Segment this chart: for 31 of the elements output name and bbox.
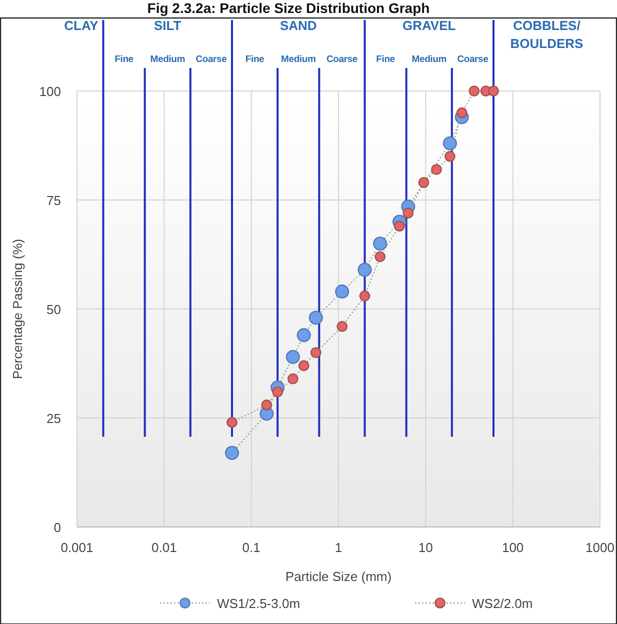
y-axis-title: Percentage Passing (%) bbox=[10, 238, 25, 380]
text: COBBLES/ BOULDERS bbox=[510, 18, 584, 51]
y-tick-label: 50 bbox=[46, 302, 61, 317]
x-tick-label: 1 bbox=[334, 540, 342, 555]
y-tick-label: 100 bbox=[39, 84, 61, 99]
text: Medium bbox=[281, 54, 316, 65]
legend-label: WS1/2.5-3.0m bbox=[217, 596, 300, 611]
text: SAND bbox=[280, 18, 317, 33]
text: Coarse bbox=[196, 54, 227, 65]
y-tick-label: 75 bbox=[46, 193, 61, 208]
x-tick-label: 1000 bbox=[586, 540, 614, 555]
text: Coarse bbox=[457, 54, 488, 65]
x-tick-label: 10 bbox=[418, 540, 433, 555]
text: Coarse bbox=[326, 54, 358, 65]
text: Fine bbox=[114, 54, 134, 65]
text: Fine bbox=[376, 54, 395, 65]
x-tick-label: 0.01 bbox=[152, 540, 177, 555]
y-tick-label: 0 bbox=[54, 520, 61, 535]
text: GRAVEL bbox=[402, 18, 456, 33]
chart-title: Fig 2.3.2a: Particle Size Distribution Graph bbox=[147, 0, 430, 16]
y-tick-label: 25 bbox=[46, 411, 61, 426]
text: Fine bbox=[245, 54, 264, 65]
text: CLAY bbox=[64, 18, 99, 33]
x-tick-label: 0.001 bbox=[60, 540, 94, 555]
x-axis-title: Particle Size (mm) bbox=[285, 569, 392, 584]
legend-label: WS2/2.0m bbox=[472, 596, 533, 611]
text: Medium bbox=[412, 54, 446, 65]
x-tick-label: 100 bbox=[502, 540, 524, 555]
text: SILT bbox=[154, 18, 182, 33]
x-tick-label: 0.1 bbox=[242, 540, 260, 555]
text: Medium bbox=[150, 54, 185, 65]
